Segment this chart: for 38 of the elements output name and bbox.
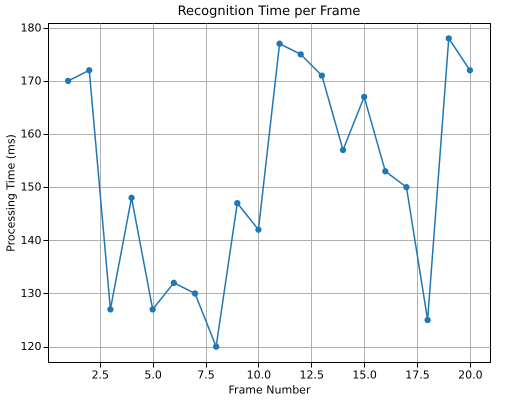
x-tick-label: 20.0 [458, 368, 483, 382]
point [466, 67, 474, 74]
y-tick-label: 150 [20, 180, 42, 194]
point [424, 316, 431, 324]
y-tick-label: 140 [20, 234, 42, 247]
x-tick-label: 15.0 [352, 368, 377, 382]
y-tick-label: 180 [20, 21, 42, 34]
point [382, 168, 388, 174]
point [192, 290, 198, 297]
x-tick-label: 2.5 [92, 368, 110, 382]
point [361, 94, 368, 100]
y-axis-title: Processing Time (ms) [4, 134, 18, 252]
point [150, 306, 156, 313]
point [170, 280, 177, 286]
chart-title: Recognition Time per Frame [178, 4, 360, 19]
x-tick-label: 12.5 [300, 368, 324, 382]
point [107, 306, 114, 313]
y-tick-label: 170 [20, 74, 42, 88]
x-tick-label: 7.5 [197, 368, 215, 382]
point [86, 67, 92, 74]
y-tick-label: 120 [20, 340, 42, 354]
y-tick-label: 160 [20, 128, 42, 141]
point [276, 40, 283, 47]
point [298, 51, 304, 58]
x-tick-label: 17.5 [405, 368, 430, 382]
point [212, 343, 220, 350]
point [128, 194, 135, 201]
y-tick-label: 130 [20, 286, 42, 300]
point [255, 226, 262, 233]
point [340, 146, 346, 154]
point [234, 200, 240, 206]
point [318, 72, 326, 79]
point [403, 184, 410, 190]
point [64, 78, 72, 84]
x-axis-title: Frame Number [228, 384, 311, 396]
x-tick-label: 5.0 [144, 368, 162, 382]
x-tick-label: 10.0 [246, 368, 272, 382]
point [446, 35, 452, 42]
